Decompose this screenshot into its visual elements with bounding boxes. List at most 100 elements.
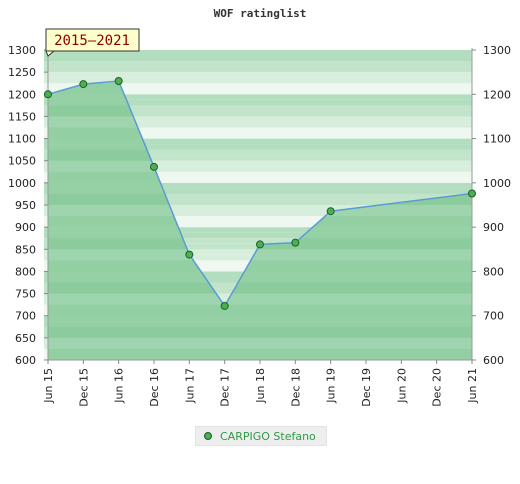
y-tick-label: 1050 <box>8 155 36 168</box>
y-right-tick-label: 1300 <box>483 44 511 57</box>
x-tick-label: Dec 16 <box>148 368 161 407</box>
background-band <box>44 83 472 89</box>
background-band <box>44 50 472 56</box>
data-point <box>150 162 158 171</box>
data-point <box>326 207 335 216</box>
y-right-tick-label: 700 <box>483 310 504 323</box>
y-right-tick-label: 1100 <box>483 133 511 146</box>
background-band <box>44 133 472 139</box>
y-tick-label: 650 <box>15 332 36 345</box>
x-tick-label: Jun 20 <box>395 368 408 404</box>
background-band <box>44 155 472 161</box>
background-band <box>44 149 472 156</box>
background-band <box>44 66 472 73</box>
y-right-tick-label: 800 <box>483 265 504 278</box>
y-tick-label: 1150 <box>8 110 36 123</box>
x-tick-label: Jun 15 <box>42 368 55 404</box>
y-tick-label: 1100 <box>8 133 36 146</box>
y-tick-label: 1200 <box>8 88 36 101</box>
background-band <box>44 216 472 222</box>
series-area-fill <box>48 81 472 360</box>
y-tick-label: 1300 <box>8 44 36 57</box>
area-stripe <box>48 260 472 272</box>
y-tick-label: 950 <box>15 199 36 212</box>
x-tick-label: Dec 17 <box>219 368 232 407</box>
data-point <box>291 238 300 247</box>
y-right-tick-label: 1000 <box>483 177 511 190</box>
background-band <box>44 205 472 211</box>
y-right-tick-label: 900 <box>483 221 504 234</box>
background-band <box>44 61 472 67</box>
background-band <box>44 160 472 167</box>
area-stripe <box>48 282 472 294</box>
x-tick-label: Dec 19 <box>360 368 373 407</box>
y-tick-label: 1250 <box>8 66 36 79</box>
background-band <box>44 221 472 228</box>
background-band <box>44 166 472 172</box>
background-band <box>44 232 472 239</box>
background-band <box>44 110 472 117</box>
background-band <box>44 188 472 194</box>
data-point <box>44 90 52 99</box>
data-point <box>114 77 123 85</box>
background-band <box>44 94 472 100</box>
background-band <box>44 199 472 205</box>
series-markers <box>44 77 476 310</box>
data-point <box>256 240 264 249</box>
data-point <box>468 189 476 198</box>
background-band <box>44 121 472 128</box>
data-point <box>220 301 229 310</box>
background-band <box>44 210 472 217</box>
x-tick-label: Dec 18 <box>289 368 302 407</box>
x-tick-label: Dec 15 <box>77 368 90 407</box>
background-band <box>44 105 472 111</box>
plot-top-edge <box>44 48 472 50</box>
legend: CARPIGO Stefano <box>195 426 327 446</box>
y-axis-left: 600 650 700 750 800 850 900 950 1000 1050 1100 1150… <box>8 44 48 367</box>
x-tick-label: Jun 21 <box>466 368 479 404</box>
y-right-tick-label: 600 <box>483 354 504 367</box>
background-band <box>44 138 472 145</box>
period-label: 2015–2021 <box>45 28 140 57</box>
y-axis-right: 600 700 800 900 1000 1100 1200 1300 <box>472 44 511 367</box>
data-point <box>185 250 194 259</box>
background-band <box>44 193 472 200</box>
legend-label: CARPIGO Stefano <box>220 429 316 443</box>
y-tick-label: 800 <box>15 265 36 278</box>
y-tick-label: 750 <box>15 288 36 301</box>
background-band <box>44 177 472 183</box>
background-band <box>44 144 472 150</box>
legend-marker-icon <box>204 432 212 440</box>
data-point <box>79 80 88 89</box>
area-stripe <box>48 348 472 360</box>
background-band <box>44 227 472 233</box>
x-axis: Jun 15 Dec 15 Jun 16 Dec 16 Jun 17 Dec 17 Jun … <box>42 360 479 407</box>
series-line <box>47 80 473 308</box>
y-tick-label: 600 <box>15 354 36 367</box>
area-stripe <box>48 304 472 316</box>
background-band <box>44 72 472 78</box>
axes <box>44 48 473 361</box>
background-band <box>44 55 472 62</box>
x-tick-label: Jun 19 <box>325 368 338 404</box>
y-tick-label: 1000 <box>8 177 36 190</box>
background-band <box>44 182 472 189</box>
y-right-tick-label: 1200 <box>483 88 511 101</box>
x-tick-label: Jun 17 <box>183 368 196 404</box>
background-band <box>44 127 472 134</box>
background-band <box>44 171 472 178</box>
y-tick-label: 900 <box>15 221 36 234</box>
background-band <box>44 77 472 84</box>
background-band <box>44 116 472 122</box>
y-tick-label: 850 <box>15 243 36 256</box>
x-tick-label: Jun 16 <box>113 368 126 404</box>
period-label-text: 2015–2021 <box>54 33 130 49</box>
chart-title: WOF ratinglist <box>214 7 307 20</box>
background-band <box>44 99 472 106</box>
y-tick-label: 700 <box>15 310 36 323</box>
x-tick-label: Dec 20 <box>431 368 444 407</box>
area-stripe <box>48 326 472 338</box>
background-band <box>44 88 472 95</box>
